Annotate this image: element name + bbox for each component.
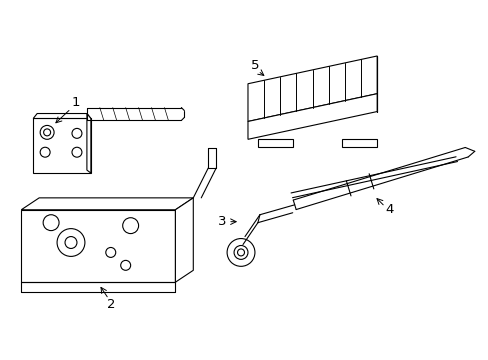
Circle shape: [105, 247, 116, 257]
Circle shape: [121, 260, 130, 270]
Circle shape: [234, 246, 247, 260]
Text: 1: 1: [72, 96, 80, 109]
Polygon shape: [21, 198, 193, 210]
Circle shape: [65, 237, 77, 248]
Text: 3: 3: [218, 215, 226, 228]
Polygon shape: [342, 139, 376, 147]
Text: 2: 2: [106, 297, 115, 311]
Text: 4: 4: [384, 203, 392, 216]
Circle shape: [43, 215, 59, 231]
Polygon shape: [87, 113, 91, 173]
Polygon shape: [21, 210, 175, 282]
Circle shape: [43, 129, 50, 136]
Circle shape: [226, 239, 254, 266]
Circle shape: [237, 249, 244, 256]
Polygon shape: [33, 113, 91, 118]
Polygon shape: [247, 94, 376, 139]
Circle shape: [72, 147, 82, 157]
Polygon shape: [257, 139, 292, 147]
Polygon shape: [175, 198, 193, 282]
Circle shape: [72, 129, 82, 138]
Polygon shape: [33, 118, 91, 173]
Circle shape: [122, 218, 138, 234]
Polygon shape: [247, 56, 376, 121]
Text: 5: 5: [250, 59, 259, 72]
Circle shape: [40, 125, 54, 139]
Circle shape: [40, 147, 50, 157]
Circle shape: [57, 229, 85, 256]
